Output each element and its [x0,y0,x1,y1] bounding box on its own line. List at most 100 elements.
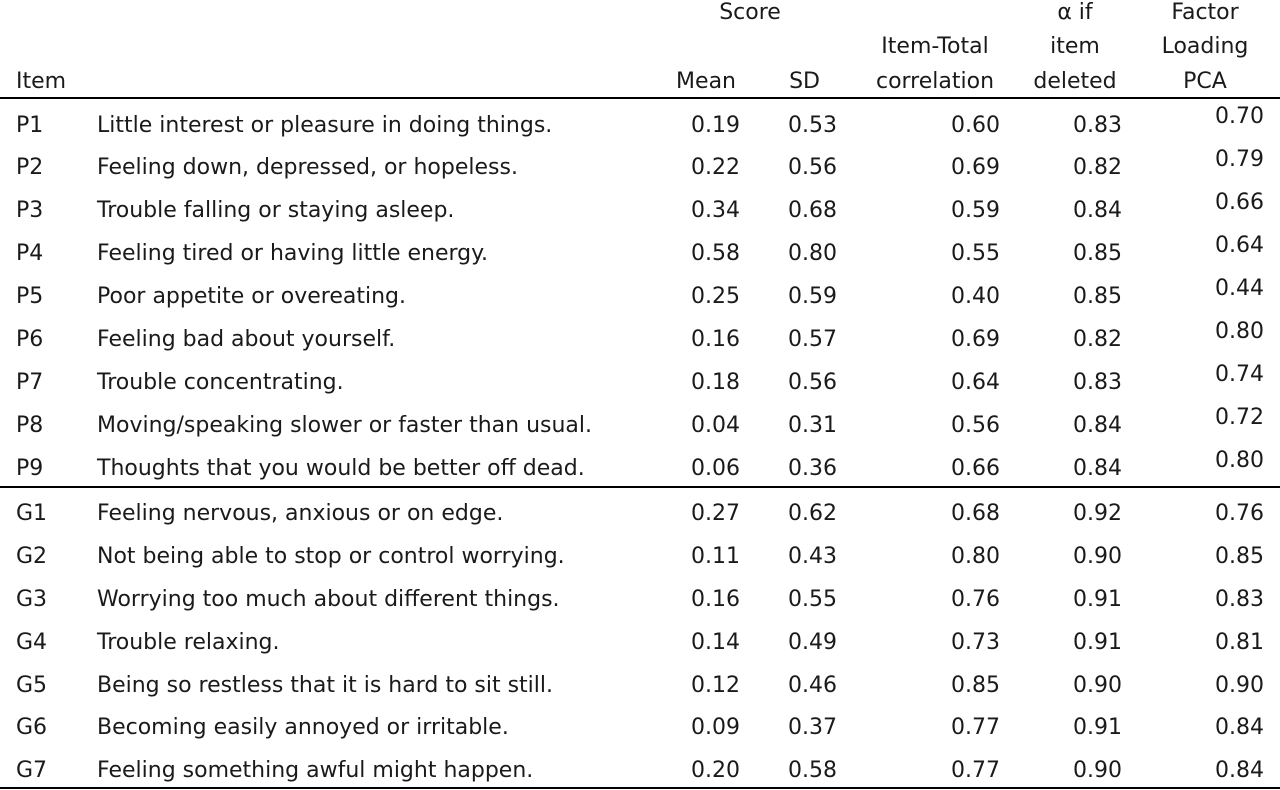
sd-value: 0.55 [788,587,837,612]
item-total-header-line1: Item-Total [881,34,989,59]
alpha-value: 0.85 [1073,284,1122,309]
item-text: Worrying too much about different things… [97,587,560,612]
mean-value: 0.25 [691,284,740,309]
alpha-value: 0.90 [1073,544,1122,569]
item-text: Feeling tired or having little energy. [97,241,489,266]
mean-value: 0.04 [691,413,740,438]
sd-value: 0.58 [788,758,837,783]
mean-value: 0.16 [691,587,740,612]
loading-value: 0.85 [1215,544,1264,569]
sd-value: 0.62 [788,501,837,526]
item-text: Trouble falling or staying asleep. [97,198,455,223]
item-total-value: 0.69 [951,327,1000,352]
sd-value: 0.56 [788,370,837,395]
item-text: Trouble relaxing. [97,630,280,655]
loading-value: 0.64 [1215,233,1264,258]
item-text: Thoughts that you would be better off de… [97,456,585,481]
alpha-value: 0.91 [1073,630,1122,655]
item-total-value: 0.66 [951,456,1000,481]
item-total-value: 0.59 [951,198,1000,223]
item-total-value: 0.68 [951,501,1000,526]
alpha-value: 0.92 [1073,501,1122,526]
loading-value: 0.74 [1215,362,1264,387]
item-total-value: 0.60 [951,113,1000,138]
alpha-value: 0.83 [1073,370,1122,395]
alpha-value: 0.85 [1073,241,1122,266]
section-divider-rule [0,486,1280,488]
mean-value: 0.09 [691,715,740,740]
item-id: P8 [16,413,44,438]
item-total-value: 0.69 [951,155,1000,180]
loading-value: 0.72 [1215,405,1264,430]
item-id: G3 [16,587,48,612]
sd-value: 0.59 [788,284,837,309]
item-id: G4 [16,630,48,655]
mean-value: 0.06 [691,456,740,481]
item-total-value: 0.40 [951,284,1000,309]
alpha-value: 0.84 [1073,198,1122,223]
loading-header-line1: Factor [1171,0,1239,25]
loading-value: 0.84 [1215,715,1264,740]
sd-value: 0.31 [788,413,837,438]
loading-value: 0.79 [1215,147,1264,172]
item-id: P2 [16,155,44,180]
mean-value: 0.16 [691,327,740,352]
sd-value: 0.80 [788,241,837,266]
sd-value: 0.37 [788,715,837,740]
mean-value: 0.58 [691,241,740,266]
alpha-value: 0.82 [1073,327,1122,352]
item-total-value: 0.56 [951,413,1000,438]
item-id: P5 [16,284,44,309]
item-total-value: 0.77 [951,758,1000,783]
item-total-value: 0.77 [951,715,1000,740]
item-total-value: 0.85 [951,673,1000,698]
item-text: Feeling something awful might happen. [97,758,534,783]
alpha-value: 0.90 [1073,758,1122,783]
sd-value: 0.56 [788,155,837,180]
loading-header-line3: PCA [1183,69,1227,94]
mean-column-header: Mean [676,69,736,94]
mean-value: 0.14 [691,630,740,655]
item-text: Moving/speaking slower or faster than us… [97,413,592,438]
loading-value: 0.44 [1215,276,1264,301]
item-total-value: 0.73 [951,630,1000,655]
item-id: G6 [16,715,48,740]
item-id: G5 [16,673,48,698]
loading-value: 0.66 [1215,190,1264,215]
item-total-value: 0.64 [951,370,1000,395]
alpha-value: 0.83 [1073,113,1122,138]
alpha-value: 0.82 [1073,155,1122,180]
item-id: P3 [16,198,44,223]
item-id: G1 [16,501,48,526]
item-text: Feeling down, depressed, or hopeless. [97,155,518,180]
item-text: Not being able to stop or control worryi… [97,544,565,569]
alpha-value: 0.90 [1073,673,1122,698]
alpha-header-line2: item [1050,34,1100,59]
loading-value: 0.80 [1215,319,1264,344]
score-group-header: Score [719,0,781,25]
item-id: P7 [16,370,44,395]
loading-value: 0.81 [1215,630,1264,655]
loading-value: 0.70 [1215,104,1264,129]
item-text: Trouble concentrating. [97,370,344,395]
item-total-header-line2: correlation [875,69,995,94]
alpha-value: 0.91 [1073,587,1122,612]
sd-value: 0.36 [788,456,837,481]
item-text: Being so restless that it is hard to sit… [97,673,554,698]
loading-value: 0.80 [1215,448,1264,473]
item-text: Feeling nervous, anxious or on edge. [97,501,504,526]
mean-value: 0.27 [691,501,740,526]
item-id: G7 [16,758,48,783]
sd-value: 0.68 [788,198,837,223]
alpha-header-line3: deleted [1033,69,1117,94]
item-text: Poor appetite or overeating. [97,284,407,309]
mean-value: 0.12 [691,673,740,698]
item-text: Becoming easily annoyed or irritable. [97,715,509,740]
header-rule [0,97,1280,99]
bottom-rule [0,787,1280,789]
alpha-value: 0.91 [1073,715,1122,740]
item-id: G2 [16,544,48,569]
item-total-value: 0.55 [951,241,1000,266]
item-total-value: 0.76 [951,587,1000,612]
